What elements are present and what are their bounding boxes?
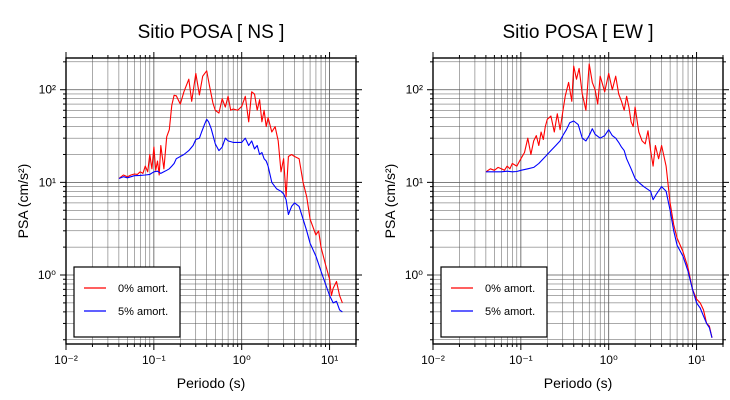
legend-label-0pct: 0% amort. — [118, 283, 168, 295]
y-tick-label: 10⁰ — [405, 268, 423, 282]
chart-title: Sitio POSA [ EW ] — [503, 22, 654, 43]
legend: 0% amort. 5% amort. — [440, 266, 548, 338]
x-tick-label: 10⁻² — [54, 353, 78, 367]
legend-label-5pct: 5% amort. — [485, 306, 535, 318]
x-tick-label: 10⁰ — [600, 353, 618, 367]
x-tick-label: 10⁻¹ — [142, 353, 166, 367]
x-tick-label: 10⁻² — [421, 353, 445, 367]
y-tick-label: 10² — [39, 83, 56, 97]
plot-frame — [65, 57, 357, 345]
legend-box — [73, 266, 181, 338]
x-tick-label: 10¹ — [688, 353, 705, 367]
legend-box — [440, 266, 548, 338]
x-axis-label: Periodo (s) — [544, 375, 612, 391]
x-tick-label: 10⁰ — [233, 353, 251, 367]
x-axis-label: Periodo (s) — [177, 375, 245, 391]
y-axis-label: PSA (cm/s²) — [382, 164, 398, 239]
chart-ns: Sitio POSA [ NS ] 10⁻² 10⁻¹ 10⁰ 10¹ 10⁰ 10¹ 10… — [15, 22, 362, 391]
legend: 0% amort. 5% amort. — [73, 266, 181, 338]
series-line-0pct — [118, 70, 343, 304]
y-tick-label: 10¹ — [406, 175, 423, 189]
plot-frame — [432, 57, 724, 345]
chart-ew: Sitio POSA [ EW ] 10⁻² 10⁻¹ 10⁰ 10¹ 10⁰ 10¹ 10… — [382, 22, 729, 391]
y-tick-label: 10² — [406, 83, 423, 97]
y-tick-label: 10⁰ — [38, 268, 56, 282]
chart-title: Sitio POSA [ NS ] — [138, 22, 285, 43]
y-tick-label: 10¹ — [39, 175, 56, 189]
legend-label-5pct: 5% amort. — [118, 306, 168, 318]
series-line-5pct — [118, 118, 343, 313]
x-tick-label: 10⁻¹ — [509, 353, 533, 367]
y-axis-label: PSA (cm/s²) — [15, 164, 31, 239]
series-line-5pct — [485, 120, 713, 338]
series-line-0pct — [485, 63, 713, 338]
x-tick-label: 10¹ — [321, 353, 338, 367]
legend-label-0pct: 0% amort. — [485, 283, 535, 295]
